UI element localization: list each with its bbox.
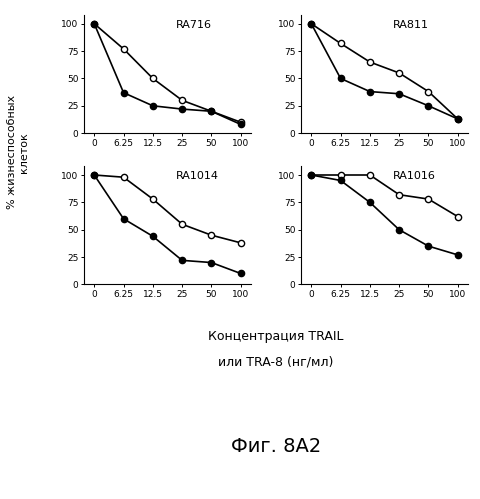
Text: Концентрация TRAIL: Концентрация TRAIL (208, 330, 344, 343)
Text: Фиг. 8А2: Фиг. 8А2 (231, 437, 321, 456)
Text: RA716: RA716 (176, 19, 212, 30)
Text: RA811: RA811 (393, 19, 429, 30)
Text: % жизнеспособных
клеток: % жизнеспособных клеток (7, 95, 29, 209)
Text: или TRA-8 (нг/мл): или TRA-8 (нг/мл) (218, 355, 334, 368)
Text: RA1016: RA1016 (393, 171, 436, 181)
Text: RA1014: RA1014 (176, 171, 219, 181)
